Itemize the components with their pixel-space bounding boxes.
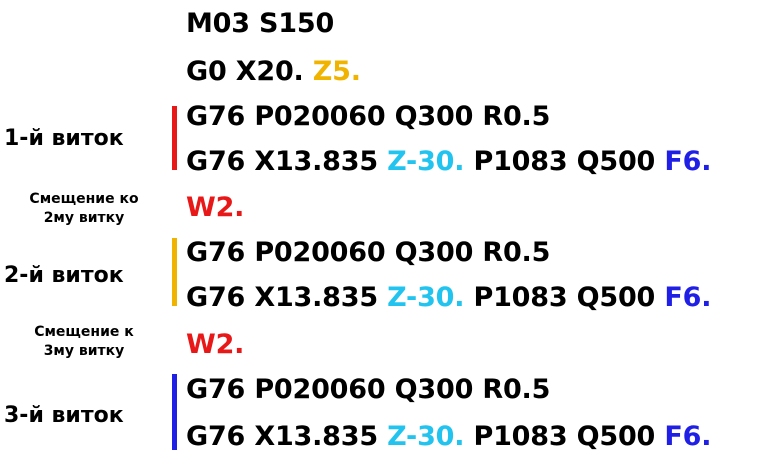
z-value: Z-30.	[387, 421, 465, 452]
code-line-g76-x-2: G76 X13.835 Z-30. P1083 Q500 F6.	[186, 282, 711, 314]
code-line-m03: M03 S150	[186, 8, 335, 39]
turn-3-label: 3-й виток	[4, 403, 124, 428]
f-value: F6.	[664, 146, 712, 177]
turn-1-label: 1-й виток	[4, 126, 124, 151]
g76-x-text: G76 X13.835	[186, 282, 388, 313]
shift-note-2: Смещение к 3му витку	[6, 323, 162, 361]
turn-2-bar	[172, 238, 177, 306]
z5-value: Z5.	[312, 56, 361, 87]
turn-2-label: 2-й виток	[4, 263, 124, 288]
f-value: F6.	[664, 282, 712, 313]
f-value: F6.	[664, 421, 712, 452]
shift-note-2-line-2: 3му витку	[43, 343, 125, 359]
z-value: Z-30.	[387, 282, 465, 313]
g76-x-text: G76 X13.835	[186, 146, 388, 177]
g76-p-q-text: P1083 Q500	[464, 146, 665, 177]
shift-note-1: Смещение ко 2му витку	[6, 190, 162, 228]
g76-p-q-text: P1083 Q500	[464, 282, 665, 313]
turn-1-bar	[172, 106, 177, 170]
g76-x-text: G76 X13.835	[186, 421, 388, 452]
shift-note-1-line-2: 2му витку	[43, 210, 125, 226]
shift-note-1-line-1: Смещение ко	[29, 191, 139, 207]
code-line-g76-x-3: G76 X13.835 Z-30. P1083 Q500 F6.	[186, 421, 711, 453]
code-line-g0: G0 X20. Z5.	[186, 56, 361, 88]
code-line-g76-p-2: G76 P020060 Q300 R0.5	[186, 237, 551, 268]
code-line-w2-2: W2.	[186, 329, 245, 360]
z-value: Z-30.	[387, 146, 465, 177]
turn-3-bar	[172, 374, 177, 450]
shift-note-2-line-1: Смещение к	[34, 324, 134, 340]
g0-text: G0 X20.	[186, 56, 313, 87]
code-line-g76-x-1: G76 X13.835 Z-30. P1083 Q500 F6.	[186, 146, 711, 178]
g76-p-q-text: P1083 Q500	[464, 421, 665, 452]
code-line-w2-1: W2.	[186, 192, 245, 223]
code-line-g76-p-1: G76 P020060 Q300 R0.5	[186, 101, 551, 132]
code-line-g76-p-3: G76 P020060 Q300 R0.5	[186, 374, 551, 405]
